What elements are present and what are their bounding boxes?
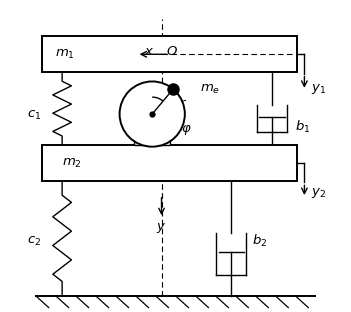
Text: $J_m$: $J_m$ xyxy=(129,109,145,125)
Text: $c_2$: $c_2$ xyxy=(27,235,41,248)
Text: $y_2$: $y_2$ xyxy=(311,186,326,200)
Text: $m_e$: $m_e$ xyxy=(200,83,220,96)
Text: $r$: $r$ xyxy=(179,97,187,110)
Text: $O$: $O$ xyxy=(166,45,177,58)
Text: $x$: $x$ xyxy=(144,45,154,58)
Bar xyxy=(42,37,297,72)
Text: $\varphi$: $\varphi$ xyxy=(181,123,192,137)
Text: $m_2$: $m_2$ xyxy=(61,157,81,170)
Text: $b_2$: $b_2$ xyxy=(252,233,267,250)
Bar xyxy=(42,145,297,181)
Text: $m_1$: $m_1$ xyxy=(55,47,75,61)
Circle shape xyxy=(120,81,185,147)
Bar xyxy=(134,138,170,145)
Bar xyxy=(141,133,163,138)
Text: $y$: $y$ xyxy=(157,221,167,235)
Text: $c_1$: $c_1$ xyxy=(27,109,41,122)
Text: $b_1$: $b_1$ xyxy=(295,119,311,134)
Text: $y_1$: $y_1$ xyxy=(311,82,326,96)
